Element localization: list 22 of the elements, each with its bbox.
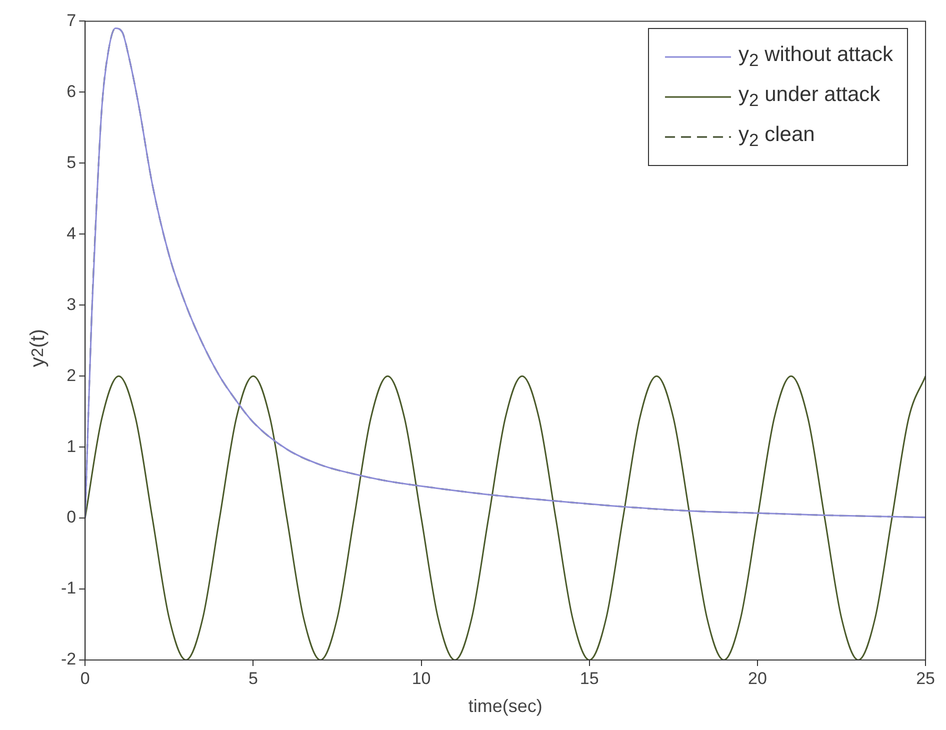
x-tick-label: 0 (80, 668, 90, 688)
line-series (85, 375, 926, 660)
y-tick-label: 6 (66, 82, 76, 101)
y-tick-label: -1 (60, 578, 76, 598)
y-tick-label: 4 (66, 224, 76, 243)
y-tick-label: 1 (66, 436, 76, 456)
y-tick-label: 0 (66, 508, 76, 527)
y-tick-label: 5 (66, 152, 76, 172)
x-axis-title: time(sec) (468, 696, 542, 716)
x-tick-label: 5 (248, 668, 258, 688)
line-series (85, 28, 926, 519)
y-tick-label: 3 (66, 294, 76, 314)
x-tick-label: 20 (748, 668, 767, 688)
legend-label: y$_{2}$ under attack (738, 82, 880, 112)
legend-label: y$_{2}$ without attack (738, 42, 893, 72)
x-tick-label: 10 (412, 668, 431, 688)
x-tick-label: 15 (580, 668, 599, 688)
legend-label: y$_{2}$ clean (738, 122, 815, 152)
y-tick-label: -2 (60, 650, 76, 669)
x-tick-label: 25 (916, 668, 936, 688)
y-tick-label: 2 (66, 366, 76, 385)
y-tick-label: 7 (66, 10, 76, 30)
